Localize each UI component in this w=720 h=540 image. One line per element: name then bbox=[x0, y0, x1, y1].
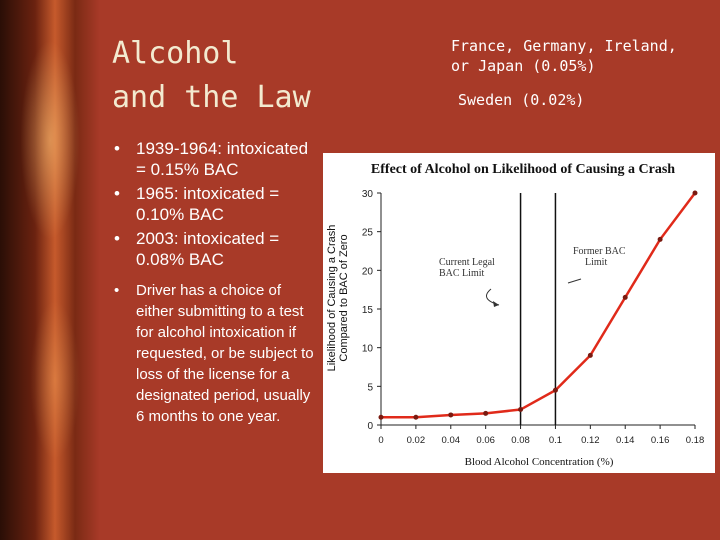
data-point bbox=[622, 294, 628, 300]
y-axis-label-line-2: Compared to BAC of Zero bbox=[338, 234, 350, 361]
y-tick-label: 25 bbox=[362, 228, 374, 239]
decorative-glow-lower bbox=[30, 300, 80, 460]
decorative-glow bbox=[20, 40, 80, 240]
x-tick-label: 0.08 bbox=[511, 435, 530, 446]
data-point bbox=[448, 412, 454, 418]
crash-likelihood-chart: Effect of Alcohol on Likelihood of Causi… bbox=[323, 153, 715, 473]
note-line-1: France, Germany, Ireland, bbox=[451, 37, 677, 55]
bac-limits-other-countries: France, Germany, Ireland, or Japan (0.05… bbox=[451, 36, 677, 76]
x-tick-label: 0.16 bbox=[651, 435, 670, 446]
data-point bbox=[692, 190, 698, 196]
data-point bbox=[483, 410, 489, 416]
bullet-item: 2003: intoxicated = 0.08% BAC bbox=[112, 228, 317, 270]
x-tick-label: 0.1 bbox=[549, 435, 562, 446]
slide-title: Alcohol and the Law bbox=[112, 32, 372, 120]
reference-arrow-current bbox=[486, 288, 500, 306]
reference-label-former: Limit bbox=[585, 257, 607, 268]
y-tick-label: 5 bbox=[367, 382, 373, 393]
reference-label-current: Current Legal bbox=[439, 257, 495, 268]
x-tick-label: 0.02 bbox=[407, 435, 426, 446]
y-tick-label: 20 bbox=[362, 266, 374, 277]
x-tick-label: 0 bbox=[378, 435, 383, 446]
data-point bbox=[378, 414, 384, 420]
x-axis-label: Blood Alcohol Concentration (%) bbox=[465, 456, 614, 468]
series-line bbox=[381, 192, 696, 419]
reference-arrowhead-current bbox=[493, 301, 499, 307]
y-tick-label: 15 bbox=[362, 305, 374, 316]
note-line-2: or Japan (0.05%) bbox=[451, 57, 596, 75]
data-point bbox=[413, 414, 419, 420]
data-point bbox=[587, 352, 593, 358]
x-tick-label: 0.12 bbox=[581, 435, 600, 446]
bullet-item: 1939-1964: intoxicated = 0.15% BAC bbox=[112, 138, 317, 180]
reference-label-current: BAC Limit bbox=[439, 268, 485, 279]
x-tick-label: 0.04 bbox=[442, 435, 461, 446]
data-point bbox=[552, 387, 558, 393]
y-tick-label: 0 bbox=[367, 421, 373, 432]
x-tick-label: 0.06 bbox=[476, 435, 495, 446]
bac-limit-sweden: Sweden (0.02%) bbox=[458, 91, 585, 109]
bullet-item: 1965: intoxicated = 0.10% BAC bbox=[112, 183, 317, 225]
x-tick-label: 0.18 bbox=[686, 435, 705, 446]
data-point bbox=[518, 407, 524, 413]
title-line-1: Alcohol bbox=[112, 36, 239, 71]
reference-arrow-former bbox=[567, 278, 582, 284]
y-tick-label: 10 bbox=[362, 344, 374, 355]
data-point bbox=[657, 236, 663, 242]
x-tick-label: 0.14 bbox=[616, 435, 635, 446]
chart-title: Effect of Alcohol on Likelihood of Causi… bbox=[371, 162, 675, 177]
title-line-2: and the Law bbox=[112, 80, 311, 115]
y-axis-label-line-1: Likelihood of Causing a Crash bbox=[326, 225, 338, 372]
bullet-item: Driver has a choice of either submitting… bbox=[112, 280, 317, 427]
reference-label-former: Former BAC bbox=[573, 246, 626, 257]
chart-svg: Effect of Alcohol on Likelihood of Causi… bbox=[326, 162, 705, 468]
bullet-list: 1939-1964: intoxicated = 0.15% BAC 1965:… bbox=[112, 138, 317, 427]
y-tick-label: 30 bbox=[362, 189, 374, 200]
